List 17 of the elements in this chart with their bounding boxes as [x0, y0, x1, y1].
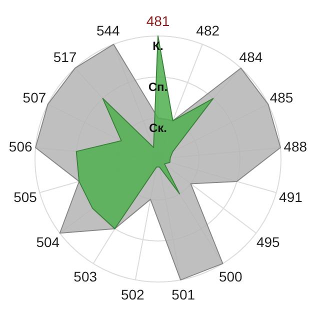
spoke-label: 517	[53, 49, 77, 66]
spoke-label: 484	[239, 49, 263, 66]
spoke-label: 501	[172, 286, 196, 303]
spoke-label: 506	[8, 138, 32, 154]
spoke-label: 504	[36, 234, 60, 250]
spoke-label: 507	[22, 89, 46, 106]
spoke-label: 482	[196, 22, 220, 38]
spoke-label: 544	[96, 22, 120, 38]
spoke-label: 485	[270, 89, 294, 106]
spoke-label: 502	[120, 286, 145, 303]
spoke-label: 500	[218, 268, 243, 284]
spoke-label: 503	[74, 268, 98, 284]
spoke-label: 488	[284, 138, 308, 154]
spoke-label: 505	[14, 188, 38, 205]
spoke-label: 491	[279, 188, 303, 205]
spoke-label: 481	[146, 13, 170, 29]
spoke-label: 495	[256, 234, 280, 250]
